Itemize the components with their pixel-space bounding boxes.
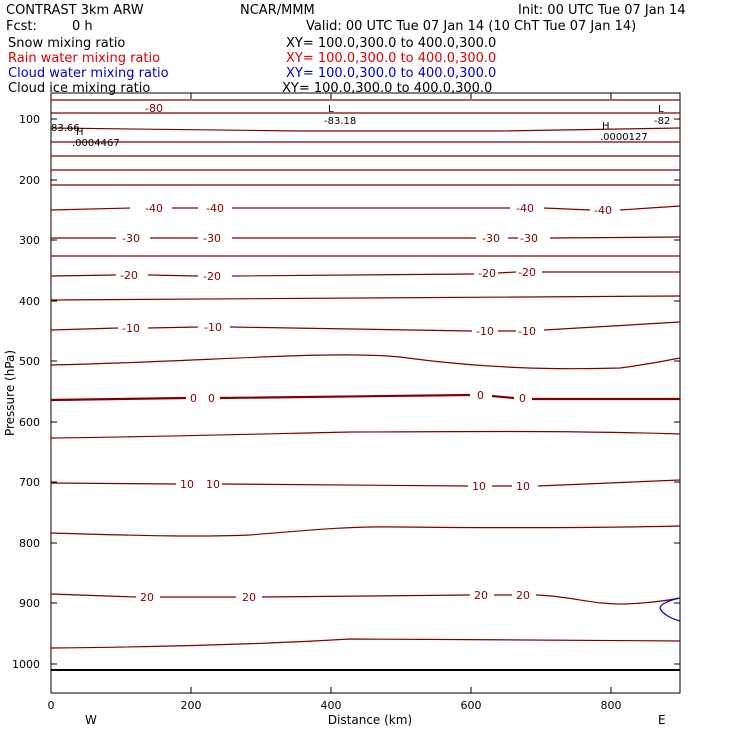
- contour-label-m40: -40: [594, 204, 612, 217]
- contour-line: [50, 638, 681, 649]
- contour-label-m10: -10: [518, 325, 536, 338]
- contour-line-m20: [50, 271, 680, 277]
- y-tick-label: 700: [19, 476, 40, 489]
- y-tick-label: 600: [19, 416, 40, 429]
- contour-label-20: 20: [474, 589, 488, 602]
- contour-lines: [50, 99, 681, 649]
- low-value: -82: [654, 116, 670, 127]
- fcst-label: Fcst:: [6, 19, 37, 34]
- contour-labels: -80 -40 -40 -40 -40 -30 -30 -30 -30 -20 …: [120, 102, 612, 604]
- low-value: -83.18: [324, 116, 356, 127]
- contour-label-20: 20: [140, 591, 154, 604]
- field-name-rain: Rain water mixing ratio: [8, 51, 160, 66]
- y-axis-title: Pressure (hPa): [3, 350, 17, 436]
- high-marker: H: [602, 121, 610, 132]
- contour-label-m20: -20: [120, 269, 138, 282]
- x-end-label-west: W: [85, 713, 97, 727]
- init-time: Init: 00 UTC Tue 07 Jan 14: [518, 3, 686, 18]
- contour-label-0: 0: [519, 392, 526, 405]
- contour-label-0: 0: [477, 389, 484, 402]
- contour-label-m10: -10: [204, 321, 222, 334]
- x-end-label-east: E: [658, 713, 666, 727]
- edge-value: 83.66: [51, 123, 80, 134]
- y-tick-label: 200: [19, 174, 40, 187]
- contour-label-m20: -20: [478, 267, 496, 280]
- x-tick-label: 600: [461, 699, 482, 712]
- contour-label-m10: -10: [476, 325, 494, 338]
- cloud-water-contour: [659, 597, 681, 622]
- contour-label-m10: -10: [122, 322, 140, 335]
- field-name-cloud-ice: Cloud ice mixing ratio: [8, 81, 150, 96]
- field-name-snow: Snow mixing ratio: [8, 36, 125, 51]
- x-tick-label: 800: [601, 699, 622, 712]
- contour-label-m30: -30: [122, 232, 140, 245]
- high-value: .0004467: [72, 138, 120, 149]
- field-xy-snow: XY= 100.0,300.0 to 400.0,300.0: [286, 36, 496, 51]
- contour-line-0: [50, 393, 680, 402]
- low-marker: L: [328, 104, 334, 115]
- contour-line-m10: [50, 321, 681, 332]
- contour-label-m30: -30: [482, 232, 500, 245]
- field-xy-cloud-water: XY= 100.0,300.0 to 400.0,300.0: [286, 66, 496, 81]
- y-axis: 100 200 300 400 500 600 700 800 900 1000…: [3, 113, 680, 671]
- y-tick-label: 800: [19, 537, 40, 550]
- plot-frame: [50, 92, 681, 694]
- y-tick-label: 1000: [12, 658, 40, 671]
- contour-label-m40: -40: [516, 202, 534, 215]
- contour-label-0: 0: [190, 392, 197, 405]
- center-label: NCAR/MMM: [240, 3, 315, 18]
- contour-label-20: 20: [516, 589, 530, 602]
- contour-line: [50, 430, 681, 439]
- contour-label-m20: -20: [518, 266, 536, 279]
- fcst-value: 0 h: [72, 19, 93, 34]
- contour-line-m30: [51, 236, 681, 239]
- x-axis-title: Distance (km): [328, 713, 412, 727]
- contour-label-m40: -40: [145, 202, 163, 215]
- x-axis: 0 200 400 600 800 W Distance (km) E: [48, 93, 666, 727]
- field-xy-rain: XY= 100.0,300.0 to 400.0,300.0: [286, 51, 496, 66]
- high-value: .0000127: [600, 132, 648, 143]
- contour-label-10: 10: [516, 480, 530, 493]
- extrema-labels: L -83.18 L -82 83.66 H .0004467 H .00001…: [51, 104, 670, 149]
- contour-label-10: 10: [472, 480, 486, 493]
- contour-label-0: 0: [208, 392, 215, 405]
- contour-label-m40: -40: [206, 202, 224, 215]
- contour-line: [50, 525, 681, 537]
- field-name-cloud-water: Cloud water mixing ratio: [8, 66, 169, 81]
- contour-line-10: [50, 479, 681, 487]
- contour-line-m40: [50, 205, 681, 211]
- y-tick-label: 300: [19, 234, 40, 247]
- y-tick-label: 100: [19, 113, 40, 126]
- contour-label-m30: -30: [203, 232, 221, 245]
- y-tick-label: 400: [19, 295, 40, 308]
- x-tick-label: 400: [321, 699, 342, 712]
- contour-line: [50, 354, 681, 370]
- contour-label-m80: -80: [145, 102, 163, 115]
- contour-label-10: 10: [206, 478, 220, 491]
- y-tick-label: 900: [19, 597, 40, 610]
- high-marker: H: [76, 127, 84, 138]
- contour-line-20: [50, 593, 681, 605]
- contour-line: [50, 295, 681, 301]
- valid-time: Valid: 00 UTC Tue 07 Jan 14 (10 ChT Tue …: [306, 19, 636, 34]
- field-xy-cloud-ice: XY= 100.0,300.0 to 400.0,300.0: [282, 81, 492, 96]
- y-tick-label: 500: [19, 355, 40, 368]
- contour-label-m20: -20: [203, 270, 221, 283]
- x-tick-label: 200: [181, 699, 202, 712]
- contour-label-10: 10: [180, 478, 194, 491]
- contour-label-20: 20: [242, 591, 256, 604]
- x-tick-label: 0: [48, 699, 55, 712]
- low-marker: L: [658, 104, 664, 115]
- model-title: CONTRAST 3km ARW: [6, 3, 144, 18]
- contour-line: [50, 127, 681, 132]
- contour-label-m30: -30: [520, 232, 538, 245]
